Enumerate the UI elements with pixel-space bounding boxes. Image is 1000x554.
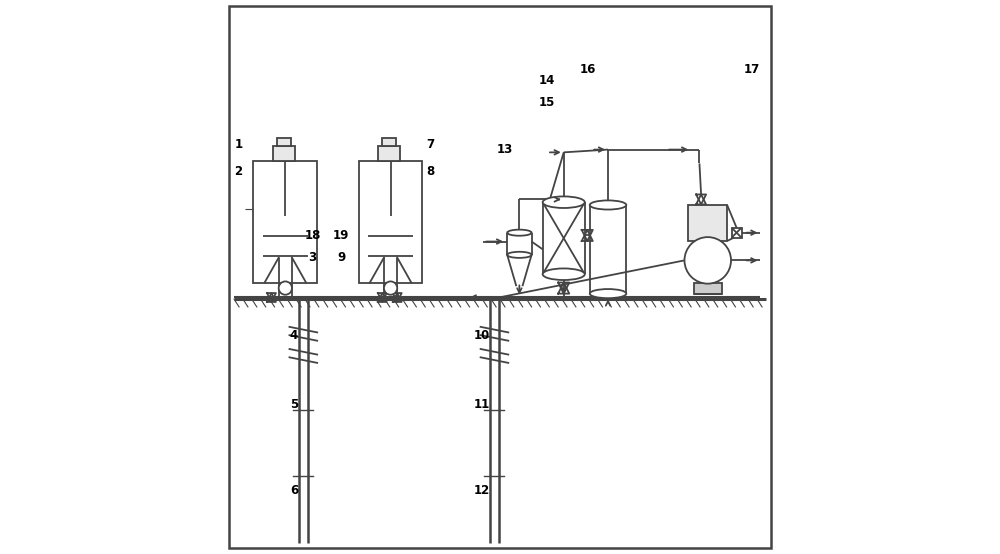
Ellipse shape bbox=[507, 252, 532, 258]
Circle shape bbox=[279, 281, 292, 295]
Circle shape bbox=[384, 281, 397, 295]
Ellipse shape bbox=[543, 269, 585, 280]
Bar bbox=[273, 146, 295, 161]
Bar bbox=[277, 137, 291, 146]
Text: 7: 7 bbox=[427, 137, 435, 151]
Bar bbox=[382, 137, 396, 146]
Bar bbox=[688, 205, 727, 241]
Text: 16: 16 bbox=[579, 63, 596, 76]
Text: 3: 3 bbox=[309, 251, 317, 264]
Text: 19: 19 bbox=[333, 229, 349, 242]
Text: 11: 11 bbox=[474, 398, 490, 411]
Text: 6: 6 bbox=[290, 484, 298, 497]
Text: 9: 9 bbox=[337, 251, 345, 264]
Text: 18: 18 bbox=[305, 229, 321, 242]
Text: 15: 15 bbox=[539, 96, 555, 109]
Text: 12: 12 bbox=[474, 484, 490, 497]
Text: 10: 10 bbox=[474, 329, 490, 342]
Circle shape bbox=[684, 237, 731, 284]
Ellipse shape bbox=[590, 201, 626, 209]
Ellipse shape bbox=[590, 289, 626, 298]
Text: 2: 2 bbox=[234, 165, 243, 178]
Bar bbox=[378, 146, 400, 161]
Ellipse shape bbox=[507, 229, 532, 236]
Text: 14: 14 bbox=[539, 74, 555, 87]
Text: 4: 4 bbox=[290, 329, 298, 342]
Bar bbox=[253, 161, 317, 283]
Ellipse shape bbox=[543, 197, 585, 208]
Bar bbox=[732, 228, 742, 238]
Text: 13: 13 bbox=[496, 143, 513, 156]
Text: 5: 5 bbox=[290, 398, 298, 411]
Text: 17: 17 bbox=[744, 63, 760, 76]
Text: 8: 8 bbox=[427, 165, 435, 178]
Bar bbox=[694, 283, 722, 294]
Bar bbox=[359, 161, 422, 283]
Text: 1: 1 bbox=[234, 137, 243, 151]
